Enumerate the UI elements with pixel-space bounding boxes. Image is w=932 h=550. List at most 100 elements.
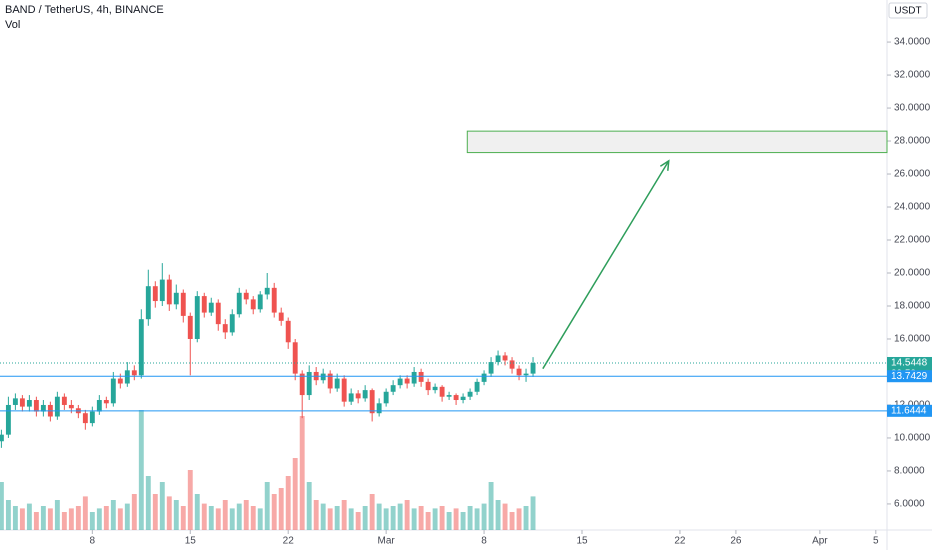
volume-bar	[404, 500, 410, 530]
candle-body	[145, 286, 151, 320]
chart-title: BAND / TetherUS, 4h, BINANCE	[5, 4, 164, 16]
volume-bar	[278, 488, 284, 530]
candle-body	[348, 393, 354, 402]
volume-bar	[418, 506, 424, 530]
candle-body	[516, 368, 522, 376]
y-tick-label: 16.0000	[894, 334, 931, 345]
candle-body	[278, 312, 284, 321]
volume-bar	[145, 476, 151, 530]
candle-body	[124, 370, 130, 384]
volume-bar	[250, 506, 256, 530]
volume-bar	[124, 503, 130, 530]
volume-bar	[425, 512, 431, 530]
candle-body	[208, 302, 214, 313]
candle-body	[432, 386, 438, 391]
candle-body	[495, 355, 501, 363]
volume-bar	[180, 506, 186, 530]
volume-bar	[117, 508, 123, 530]
volume-bar	[166, 496, 172, 530]
candle-body	[250, 299, 256, 310]
volume-bar	[488, 482, 494, 530]
volume-bar	[103, 506, 109, 530]
candle-body	[509, 360, 515, 369]
y-tick-label: 28.0000	[894, 136, 931, 147]
x-tick-label: Apr	[812, 536, 828, 547]
candle-body	[292, 342, 298, 374]
volume-bar	[383, 508, 389, 530]
volume-bar	[341, 500, 347, 530]
volume-bar	[285, 476, 291, 530]
volume-bar	[362, 506, 368, 530]
candle-body	[166, 279, 172, 305]
y-tick-label: 20.0000	[894, 268, 931, 279]
volume-bar	[432, 508, 438, 530]
candle-body	[390, 385, 396, 392]
volume-bar	[236, 503, 242, 530]
candle-body	[194, 296, 200, 339]
volume-bar	[369, 494, 375, 530]
y-tick-label: 24.0000	[894, 202, 931, 213]
volume-bar	[173, 500, 179, 530]
candle-body	[397, 378, 403, 386]
price-label: 14.5448	[891, 358, 928, 369]
volume-bar	[439, 506, 445, 530]
volume-bar	[257, 508, 263, 530]
candle-body	[0, 434, 4, 442]
candle-body	[502, 355, 508, 361]
volume-bar	[68, 508, 74, 530]
volume-bar	[33, 512, 39, 530]
candle-body	[264, 287, 270, 295]
volume-bar	[229, 508, 235, 530]
volume-bar	[243, 500, 249, 530]
volume-bar	[61, 512, 67, 530]
price-label: 11.6444	[891, 405, 927, 416]
volume-bar	[110, 500, 116, 530]
volume-bar	[411, 508, 417, 530]
arrow-line	[542, 160, 670, 370]
volume-bar	[264, 482, 270, 530]
candle-body	[355, 393, 361, 399]
target-zone	[466, 130, 888, 154]
volume-bar	[299, 416, 305, 530]
candle-body	[82, 413, 88, 424]
currency-button[interactable]	[888, 2, 928, 19]
volume-label: Vol	[5, 19, 20, 31]
y-tick-label: 32.0000	[894, 70, 931, 81]
candle-body	[299, 373, 305, 396]
candle-body	[418, 371, 424, 382]
y-tick-label: 26.0000	[894, 169, 931, 180]
volume-bar	[495, 500, 501, 530]
candle-body	[320, 373, 326, 381]
candle-body	[5, 404, 11, 435]
volume-bar	[467, 506, 473, 530]
candle-body	[488, 362, 494, 374]
volume-bar	[215, 508, 221, 530]
candle-body	[103, 400, 109, 404]
candle-body	[131, 370, 137, 376]
candle-body	[530, 362, 536, 374]
volume-bar	[159, 482, 165, 530]
candle-body	[159, 279, 165, 302]
candle-body	[362, 390, 368, 399]
price-label: 13.7429	[891, 371, 928, 382]
y-tick-label: 30.0000	[894, 103, 931, 114]
candle-body	[243, 292, 249, 300]
volume-bar	[26, 503, 32, 530]
volume-bar	[222, 500, 228, 530]
volume-bar	[292, 458, 298, 530]
volume-bar	[320, 503, 326, 530]
y-tick-label: 34.0000	[894, 37, 931, 48]
candle-body	[285, 320, 291, 343]
candle-body	[236, 292, 242, 315]
candle-body	[54, 396, 60, 417]
volume-bar	[0, 482, 4, 530]
candle-body	[411, 371, 417, 384]
candle-body	[19, 398, 25, 407]
volume-bar	[376, 503, 382, 530]
candle-body	[12, 398, 18, 405]
volume-bar	[355, 512, 361, 530]
candle-body	[334, 378, 340, 389]
y-tick-label: 6.0000	[894, 499, 925, 510]
volume-bar	[530, 496, 536, 530]
